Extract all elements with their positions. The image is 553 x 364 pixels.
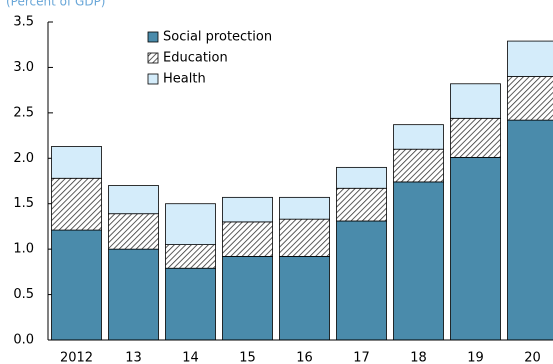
y-tick-label: 2.0 bbox=[13, 151, 34, 166]
bar-segment bbox=[165, 267, 216, 341]
y-tick-label: 1.5 bbox=[13, 196, 34, 211]
bar-segment bbox=[450, 83, 501, 119]
bar-segment bbox=[507, 76, 553, 121]
x-tick-label: 16 bbox=[296, 351, 313, 364]
bar-segment bbox=[507, 119, 553, 341]
legend-swatch bbox=[147, 31, 159, 43]
x-tick-label: 14 bbox=[182, 351, 199, 364]
legend-label: Health bbox=[163, 72, 206, 87]
bar-segment bbox=[108, 185, 159, 215]
subtitle: (Percent of GDP) bbox=[6, 0, 106, 9]
legend-label: Education bbox=[163, 51, 228, 66]
bar-segment bbox=[222, 256, 273, 341]
x-tick-label: 17 bbox=[353, 351, 370, 364]
y-tick-label: 3.5 bbox=[13, 15, 34, 30]
bar-segment bbox=[165, 203, 216, 245]
bar-segment bbox=[336, 166, 387, 189]
legend-label: Social protection bbox=[163, 30, 272, 45]
y-tick-label: 0.5 bbox=[13, 287, 34, 302]
x-tick-label: 2012 bbox=[60, 351, 93, 364]
bar-segment bbox=[393, 181, 444, 341]
bar-segment bbox=[222, 221, 273, 257]
bar-segment bbox=[51, 229, 102, 341]
y-tick-label: 0.0 bbox=[13, 333, 34, 348]
y-tick-label: 3.0 bbox=[13, 60, 34, 75]
x-tick-label: 20 bbox=[524, 351, 541, 364]
bar-segment bbox=[393, 148, 444, 183]
legend-swatch bbox=[147, 73, 159, 85]
bar-segment bbox=[222, 196, 273, 223]
x-tick-label: 15 bbox=[239, 351, 256, 364]
bar-segment bbox=[336, 187, 387, 222]
bar-segment bbox=[279, 196, 330, 220]
bar-segment bbox=[279, 256, 330, 341]
bar-segment bbox=[393, 124, 444, 150]
bar-segment bbox=[336, 220, 387, 341]
bar-segment bbox=[51, 177, 102, 231]
bar-segment bbox=[165, 244, 216, 269]
bar-segment bbox=[51, 146, 102, 179]
bar-segment bbox=[507, 40, 553, 77]
x-tick-label: 18 bbox=[410, 351, 427, 364]
x-tick-label: 19 bbox=[467, 351, 484, 364]
bar-segment bbox=[108, 213, 159, 250]
bar-segment bbox=[279, 218, 330, 257]
legend-swatch bbox=[147, 52, 159, 64]
x-tick-label: 13 bbox=[125, 351, 142, 364]
bar-segment bbox=[450, 117, 501, 158]
bar-segment bbox=[108, 248, 159, 341]
y-tick-label: 1.0 bbox=[13, 242, 34, 257]
bar-segment bbox=[450, 156, 501, 341]
y-tick-label: 2.5 bbox=[13, 105, 34, 120]
